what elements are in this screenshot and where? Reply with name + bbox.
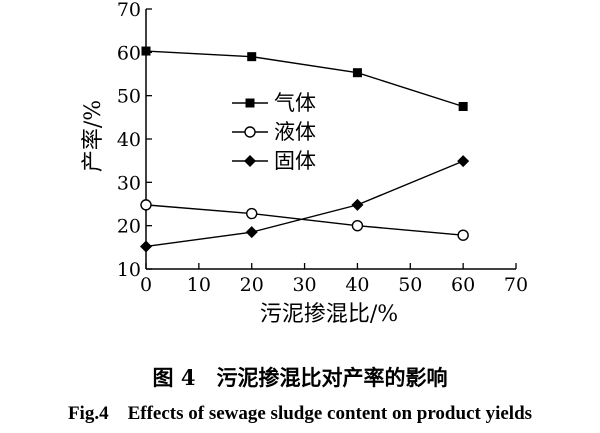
y-tick-label-2: 30 — [117, 172, 141, 194]
series-1-line — [145, 204, 464, 236]
y-tick-label-4: 50 — [117, 86, 141, 108]
series-2-line — [145, 160, 464, 248]
legend-marker-0 — [245, 98, 255, 108]
x-tick-label-3: 30 — [292, 274, 316, 296]
series-0-point-2 — [352, 68, 362, 78]
series-1-point-0 — [140, 199, 152, 211]
legend-label-1: 液体 — [274, 120, 316, 144]
series-layer — [140, 46, 470, 253]
x-tick-label-1: 10 — [187, 274, 211, 296]
x-tick-label-4: 40 — [345, 274, 369, 296]
y-tick-label-6: 70 — [117, 0, 141, 21]
series-0-point-1 — [247, 52, 257, 62]
y-tick-label-3: 40 — [117, 129, 141, 151]
legend-entry-0: 气体 — [232, 91, 316, 115]
legend-entry-2: 固体 — [232, 149, 316, 173]
x-tick-label-0: 0 — [140, 274, 152, 296]
legend-label-0: 气体 — [274, 91, 316, 115]
x-axis-label: 污泥掺混比/% — [260, 302, 398, 327]
series-2-point-2 — [351, 198, 364, 211]
figure-caption-cn: 图 4 污泥掺混比对产率的影响 — [152, 365, 448, 390]
x-tick-label-5: 50 — [398, 274, 422, 296]
legend-entry-1: 液体 — [232, 120, 316, 144]
legend-marker-2 — [244, 155, 256, 167]
series-2 — [140, 155, 470, 253]
y-axis-label: 产率/% — [81, 100, 106, 172]
series-0 — [141, 46, 468, 111]
series-2-point-1 — [245, 226, 258, 239]
series-0-point-0 — [141, 46, 151, 56]
series-0-point-3 — [458, 102, 468, 111]
legend-label-2: 固体 — [274, 149, 316, 173]
series-1-point-2 — [351, 219, 364, 232]
series-2-point-3 — [457, 155, 470, 168]
y-tick-label-0: 10 — [117, 259, 141, 281]
x-tick-label-7: 70 — [504, 274, 528, 296]
figure-caption-en: Fig.4 Effects of sewage sludge content o… — [67, 403, 533, 424]
x-tick-label-6: 60 — [451, 274, 475, 296]
series-0-line — [145, 50, 464, 108]
series-2-point-0 — [140, 240, 152, 253]
y-tick-label-1: 20 — [117, 216, 141, 238]
series-1-point-1 — [246, 207, 258, 220]
series-1-point-3 — [457, 229, 469, 241]
series-1 — [140, 199, 469, 241]
legend-marker-1 — [244, 126, 256, 138]
y-tick-label-5: 60 — [117, 42, 141, 64]
x-tick-label-2: 20 — [240, 274, 264, 296]
